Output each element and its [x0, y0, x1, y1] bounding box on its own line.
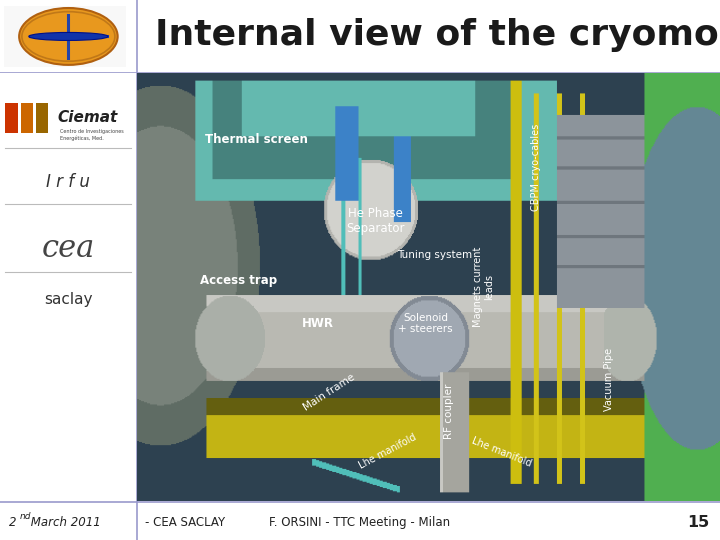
Text: I r f u: I r f u — [47, 173, 90, 191]
Text: CBPM cryo-cables: CBPM cryo-cables — [531, 124, 541, 211]
Text: Vacuum Pipe: Vacuum Pipe — [604, 348, 614, 410]
Text: Access trap: Access trap — [200, 274, 277, 287]
Circle shape — [29, 32, 108, 40]
Text: Tuning system: Tuning system — [397, 250, 472, 260]
Text: saclay: saclay — [44, 292, 93, 307]
Text: Centro de Investigaciones
Energéticas, Med.: Centro de Investigaciones Energéticas, M… — [60, 129, 124, 141]
Text: - CEA SACLAY: - CEA SACLAY — [145, 516, 225, 529]
FancyBboxPatch shape — [20, 103, 33, 133]
Text: Magnets current
leads: Magnets current leads — [473, 247, 495, 327]
Text: He Phase
Separator: He Phase Separator — [346, 207, 405, 235]
Ellipse shape — [19, 8, 117, 65]
Text: Lhe manifold: Lhe manifold — [470, 435, 533, 468]
FancyBboxPatch shape — [4, 6, 126, 67]
Text: Thermal screen: Thermal screen — [205, 133, 307, 146]
Text: HWR: HWR — [302, 317, 333, 330]
Text: March 2011: March 2011 — [27, 516, 101, 529]
Text: RF coupler: RF coupler — [444, 383, 454, 439]
Text: Lhe manifold: Lhe manifold — [357, 433, 418, 471]
Text: 15: 15 — [687, 515, 709, 530]
Text: F. ORSINI - TTC Meeting - Milan: F. ORSINI - TTC Meeting - Milan — [269, 516, 451, 529]
FancyBboxPatch shape — [6, 103, 18, 133]
Text: Solenoid
+ steerers: Solenoid + steerers — [398, 313, 453, 334]
Text: nd: nd — [20, 512, 32, 521]
FancyBboxPatch shape — [35, 103, 48, 133]
Text: cea: cea — [42, 233, 95, 264]
Text: 2: 2 — [9, 516, 16, 529]
Text: Main frame: Main frame — [302, 372, 357, 412]
Text: Ciemat: Ciemat — [58, 110, 117, 125]
Text: Internal view of the cryomodule: Internal view of the cryomodule — [155, 18, 720, 52]
